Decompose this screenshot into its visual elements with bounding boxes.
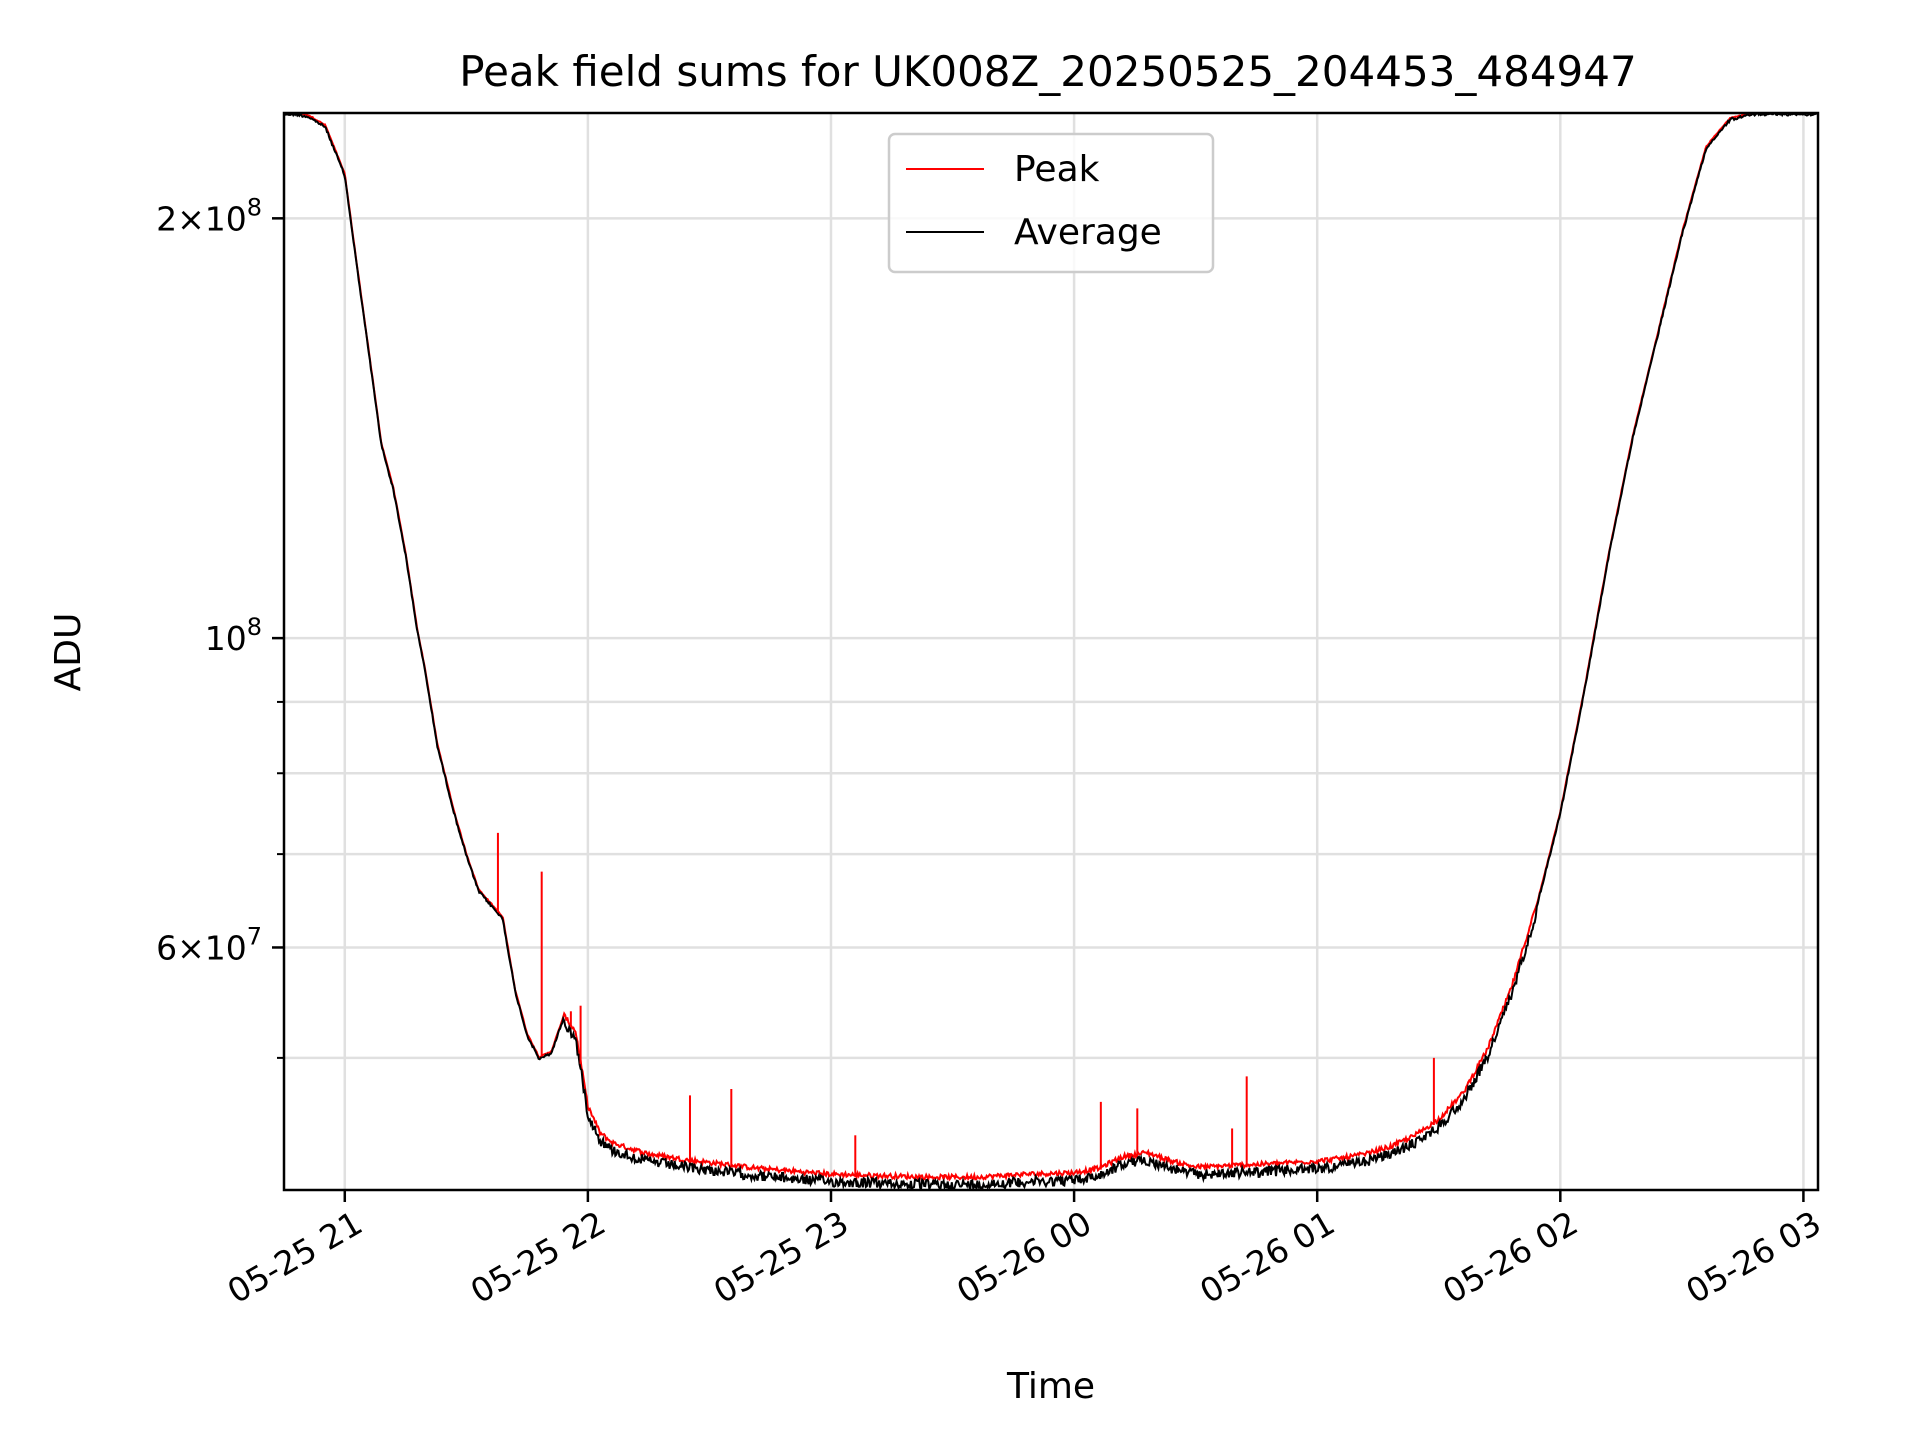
x-axis-label: Time	[1006, 1366, 1095, 1407]
grid	[284, 113, 1818, 1190]
y-tick-label: 108	[205, 613, 262, 658]
plot-frame	[282, 111, 1820, 1192]
x-tick-label: 05-26 02	[1436, 1203, 1584, 1311]
legend-label-average: Average	[1014, 212, 1162, 253]
legend: Peak Average	[887, 132, 1215, 274]
y-tick-label: 2×108	[156, 193, 262, 238]
chart-title: Peak field sums for UK008Z_20250525_2044…	[459, 47, 1636, 96]
y-axis: 2×108 108 6×107	[156, 193, 284, 1059]
x-tick-label: 05-26 00	[950, 1203, 1098, 1311]
x-tick-label: 05-25 23	[707, 1203, 855, 1311]
x-tick-label: 05-26 03	[1679, 1203, 1827, 1311]
x-tick-label: 05-25 21	[221, 1203, 369, 1311]
series-average-line	[285, 113, 1817, 1190]
x-axis: 05-25 21 05-25 22 05-25 23 05-26 00 05-26 01…	[221, 1190, 1827, 1311]
legend-label-peak: Peak	[1014, 149, 1100, 190]
series-layer	[285, 113, 1817, 1190]
x-tick-label: 05-26 01	[1193, 1203, 1341, 1311]
y-tick-label: 6×107	[156, 922, 262, 967]
y-axis-label: ADU	[48, 613, 89, 692]
x-tick-label: 05-25 22	[464, 1203, 612, 1311]
